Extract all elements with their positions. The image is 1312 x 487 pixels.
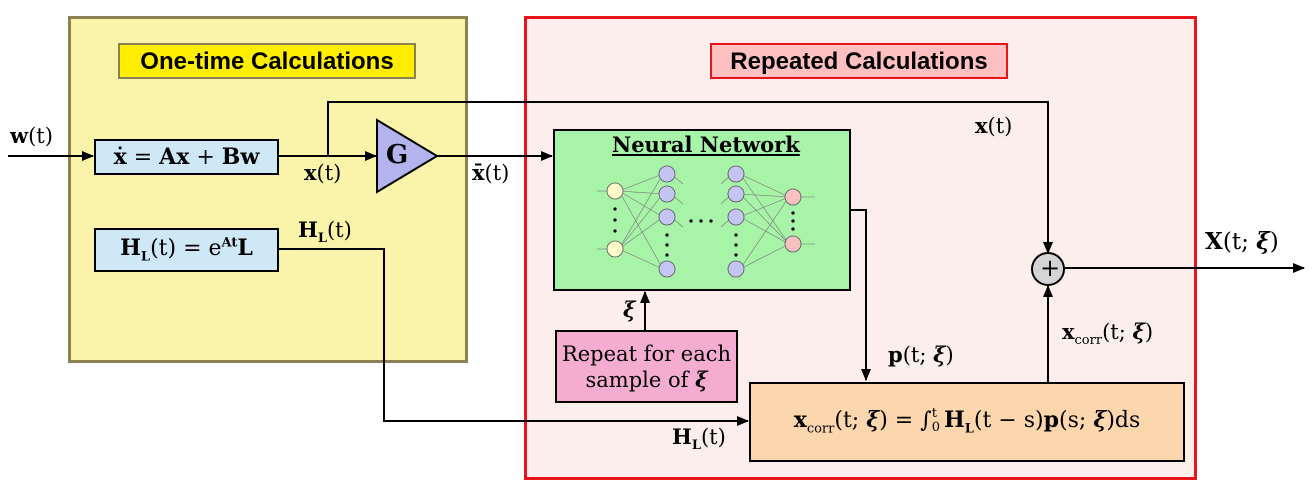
sum-junction <box>1031 252 1065 286</box>
correction-integral-block: xcorr(t; ξ) = ∫ t 0 HL(t − s)p(s; ξ)ds <box>749 382 1185 462</box>
impulse-response-block: HL(t) = eAtL <box>94 228 279 272</box>
signal-HL-in-label: HL(t) <box>672 424 726 454</box>
signal-x-top-label: x(t) <box>975 113 1013 139</box>
neural-network-block <box>553 129 851 291</box>
output-neuron <box>784 188 802 206</box>
hidden-neuron <box>727 185 745 203</box>
signal-x-label: x(t) <box>304 160 342 186</box>
hidden-neuron <box>658 208 676 226</box>
hidden-neuron <box>727 260 745 278</box>
signal-HL-out-label: HL(t) <box>298 217 352 247</box>
signal-X-out-label: X(t; ξ) <box>1205 228 1279 255</box>
signal-w-label: w(t) <box>10 123 53 149</box>
gain-block <box>376 118 439 194</box>
signal-xcorr-label: xcorr(t; ξ) <box>1062 319 1154 349</box>
hidden-neuron <box>658 185 676 203</box>
hidden-neuron <box>658 165 676 183</box>
sum-symbol: + <box>1040 254 1061 282</box>
wire-p <box>851 209 871 381</box>
hidden-neuron <box>727 165 745 183</box>
repeat-note: Repeat for each sample of ξ <box>555 330 738 403</box>
hidden-neuron <box>658 260 676 278</box>
neural-network-title: Neural Network <box>612 132 800 157</box>
output-neuron <box>784 235 802 253</box>
signal-xi-label: ξ <box>623 297 636 322</box>
input-neuron <box>606 240 624 258</box>
one-time-title: One-time Calculations <box>118 43 416 79</box>
state-equation-block: ẋ = Ax + Bw <box>94 139 279 175</box>
signal-p-label: p(t; ξ) <box>888 342 954 368</box>
gain-label: G <box>386 140 409 170</box>
wire-x-to-sum <box>327 101 1053 254</box>
neural-network-diagram <box>597 165 815 278</box>
signal-xbar-label: x̄(t) <box>472 160 510 186</box>
repeated-title: Repeated Calculations <box>710 43 1008 79</box>
hidden-neuron <box>727 208 745 226</box>
wire-HL <box>279 248 749 426</box>
input-neuron <box>606 182 624 200</box>
